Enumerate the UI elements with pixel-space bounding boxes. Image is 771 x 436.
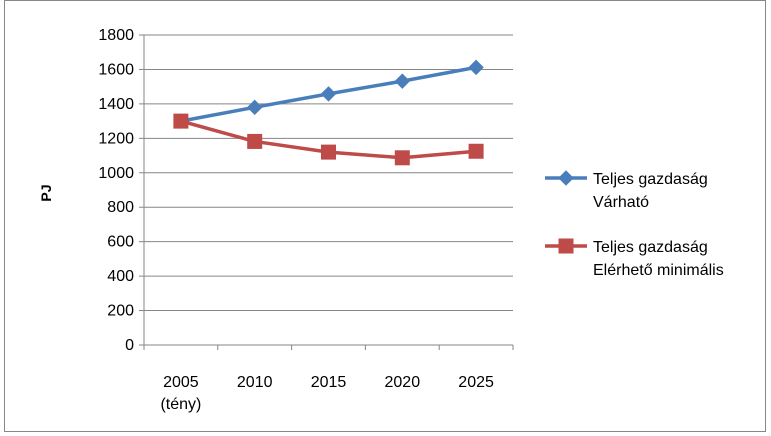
square-marker <box>558 238 574 254</box>
axes <box>139 34 514 350</box>
x-tick-label: 2010 <box>237 374 273 391</box>
y-axis-title: PJ <box>38 184 54 201</box>
x-tick-labels: 2005 (tény) 2010 2015 2020 2025 <box>160 374 494 413</box>
gridlines <box>144 34 513 312</box>
series-1 <box>173 59 484 129</box>
y-tick-label: 1000 <box>98 165 134 182</box>
series-2 <box>173 113 484 166</box>
x-tick-label: 2015 <box>311 374 347 391</box>
y-tick-labels: 0 200 400 600 800 1000 1200 1400 1600 1800 <box>98 27 134 354</box>
data-point <box>394 73 411 89</box>
y-tick-label: 600 <box>107 234 134 251</box>
y-tick-label: 1800 <box>98 27 134 44</box>
y-tick-label: 1400 <box>98 96 134 113</box>
data-point <box>321 144 336 160</box>
y-tick-label: 1200 <box>98 130 134 147</box>
series-lines <box>173 59 484 166</box>
data-point <box>247 133 263 149</box>
legend-entry-2: Teljes gazdaság Elérhető minimális <box>545 238 724 279</box>
x-tick-label: 2005 (tény) <box>160 374 201 413</box>
data-point <box>173 113 189 129</box>
legend-label: Teljes gazdaság Várható <box>593 171 708 211</box>
y-tick-label: 400 <box>107 268 134 285</box>
legend-entry-1: Teljes gazdaság Várható <box>545 170 708 211</box>
y-tick-label: 200 <box>107 303 134 320</box>
data-point <box>320 86 337 102</box>
legend: Teljes gazdaság Várható Teljes gazdaság Elé… <box>545 170 724 279</box>
data-point <box>468 59 484 76</box>
x-tick-label: 2025 <box>458 374 494 391</box>
data-point <box>468 143 484 159</box>
x-tick-label: 2020 <box>385 374 421 391</box>
y-tick-label: 1600 <box>98 61 134 78</box>
diamond-marker <box>558 170 574 186</box>
data-point <box>394 150 410 166</box>
y-tick-label: 0 <box>125 337 134 354</box>
data-point <box>246 99 263 116</box>
legend-label: Teljes gazdaság Elérhető minimális <box>593 239 724 279</box>
y-tick-label: 800 <box>107 199 134 216</box>
chart-frame: 0 200 400 600 800 1000 1200 1400 1600 1800 2005 (t… <box>4 0 766 432</box>
line-chart: 0 200 400 600 800 1000 1200 1400 1600 1800 2005 (t… <box>38 27 724 413</box>
